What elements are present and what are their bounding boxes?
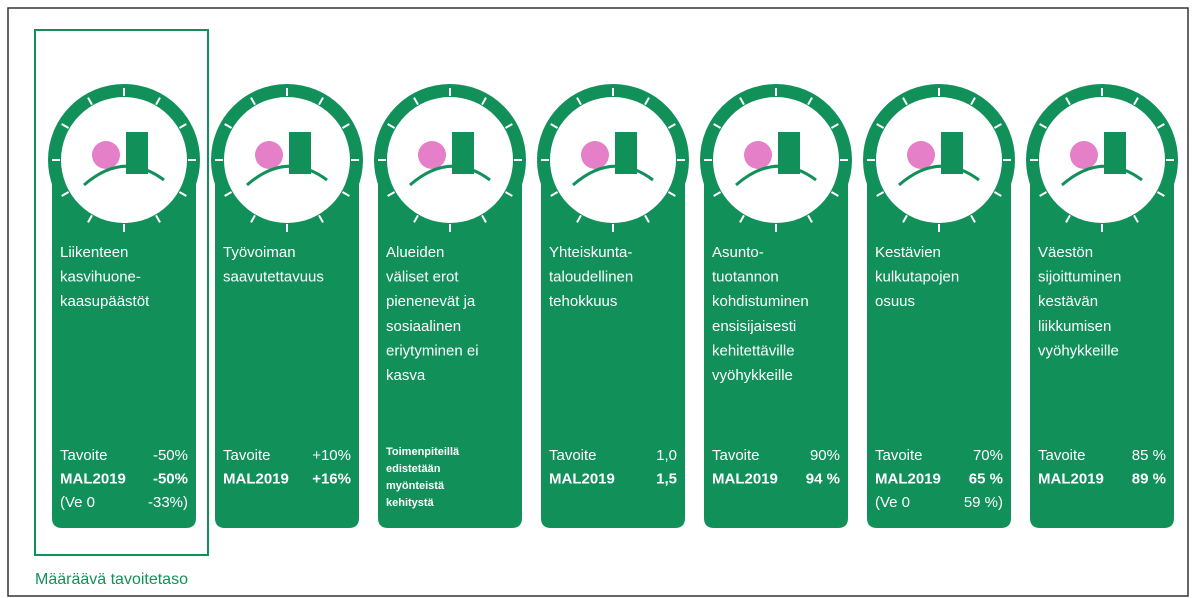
card-title-line: kasva <box>386 367 426 384</box>
card-title-line: Liikenteen <box>60 244 128 261</box>
card-title-line: saavutettavuus <box>223 269 324 286</box>
target-value: 85 % <box>1132 447 1166 464</box>
target-label: MAL2019 <box>1038 471 1104 488</box>
card-title-line: tehokkuus <box>549 293 617 310</box>
icon-part <box>418 141 446 169</box>
icon-part <box>92 141 120 169</box>
gauge-face <box>876 97 1002 223</box>
target-value: -33%) <box>148 494 188 511</box>
target-label: Tavoite <box>875 447 923 464</box>
icon-part <box>255 141 283 169</box>
gauge-face <box>1039 97 1165 223</box>
card-title-line: väliset erot <box>386 269 459 286</box>
gauge-face <box>224 97 350 223</box>
card-title-line: kaasupäästöt <box>60 293 150 310</box>
target-value: 94 % <box>806 471 840 488</box>
target-label: MAL2019 <box>60 471 126 488</box>
target-label: (Ve 0 <box>60 494 95 511</box>
note-line: myönteistä <box>386 480 445 492</box>
card-title-line: Alueiden <box>386 244 444 261</box>
target-value: +10% <box>312 447 351 464</box>
icon-part <box>581 141 609 169</box>
target-value: 1,5 <box>656 471 677 488</box>
legend-label: Määräävä tavoitetaso <box>35 571 188 588</box>
target-value: -50% <box>153 471 188 488</box>
card-title-line: sosiaalinen <box>386 318 461 335</box>
card-title-line: pienenevät ja <box>386 293 476 310</box>
target-label: MAL2019 <box>875 471 941 488</box>
card-title-line: kehitettäville <box>712 342 795 359</box>
card-title-line: Työvoiman <box>223 244 296 261</box>
card-title-line: kohdistuminen <box>712 293 809 310</box>
card-title-line: vyöhykkeille <box>1038 342 1119 359</box>
card-title-line: eriytyminen ei <box>386 342 479 359</box>
target-label: (Ve 0 <box>875 494 910 511</box>
gauge-face <box>550 97 676 223</box>
target-label: MAL2019 <box>223 471 289 488</box>
card-title-line: Yhteiskunta- <box>549 244 632 261</box>
card-title-line: kestävän <box>1038 293 1098 310</box>
target-value: 70% <box>973 447 1003 464</box>
gauge-face <box>713 97 839 223</box>
card-title-line: Asunto- <box>712 244 764 261</box>
card-title-line: ensisijaisesti <box>712 318 796 335</box>
icon-part <box>907 141 935 169</box>
target-label: Tavoite <box>60 447 108 464</box>
gauge-face <box>387 97 513 223</box>
target-label: Tavoite <box>1038 447 1086 464</box>
card-title-line: Kestävien <box>875 244 941 261</box>
card-title-line: tuotannon <box>712 269 779 286</box>
card-title-line: Väestön <box>1038 244 1093 261</box>
target-value: 65 % <box>969 471 1003 488</box>
card-title-line: sijoittuminen <box>1038 269 1121 286</box>
card-title-line: taloudellinen <box>549 269 633 286</box>
target-value: +16% <box>312 471 351 488</box>
card-title-line: osuus <box>875 293 915 310</box>
target-value: 59 %) <box>964 494 1003 511</box>
card-title-line: liikkumisen <box>1038 318 1111 335</box>
target-value: 89 % <box>1132 471 1166 488</box>
note-line: edistetään <box>386 463 441 475</box>
target-label: Tavoite <box>223 447 271 464</box>
gauge-face <box>61 97 187 223</box>
card-title-line: vyöhykkeille <box>712 367 793 384</box>
target-label: MAL2019 <box>712 471 778 488</box>
card-title-line: kulkutapojen <box>875 269 959 286</box>
note-line: kehitystä <box>386 497 435 509</box>
target-label: MAL2019 <box>549 471 615 488</box>
target-label: Tavoite <box>549 447 597 464</box>
target-value: 90% <box>810 447 840 464</box>
target-value: -50% <box>153 447 188 464</box>
infographic: Määräävä tavoitetaso Liikenteen kasvihuon… <box>0 0 1196 598</box>
note-line: Toimenpiteillä <box>386 446 460 458</box>
card-title-line: kasvihuone- <box>60 269 141 286</box>
target-value: 1,0 <box>656 447 677 464</box>
icon-part <box>744 141 772 169</box>
target-label: Tavoite <box>712 447 760 464</box>
icon-part <box>1070 141 1098 169</box>
